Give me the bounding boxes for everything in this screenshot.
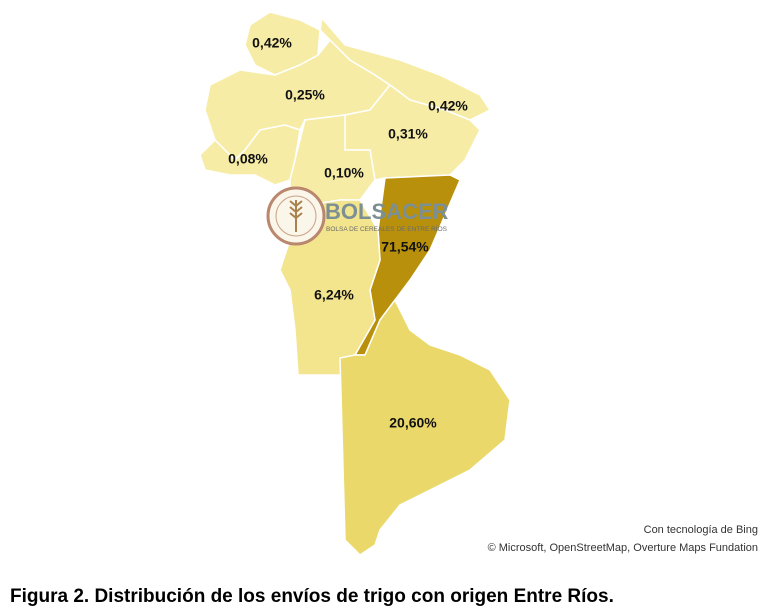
region-label: 0,10%: [324, 165, 364, 181]
region-label: 0,31%: [388, 126, 428, 142]
logo-subtitle: BOLSA DE CEREALES DE ENTRE RÍOS: [326, 224, 448, 233]
map: [199, 11, 511, 556]
region-label: 20,60%: [389, 415, 437, 431]
region-label: 0,42%: [252, 35, 292, 51]
region-label: 0,08%: [228, 151, 268, 167]
attribution: Con tecnología de Bing: [644, 524, 758, 536]
region-label: 71,54%: [381, 239, 429, 255]
region-label: 0,42%: [428, 98, 468, 114]
logo-name: BOLSACER: [325, 199, 449, 224]
region: [339, 298, 511, 556]
region: [199, 124, 301, 186]
logo: BOLSACER BOLSA DE CEREALES DE ENTRE RÍOS: [266, 186, 449, 246]
attribution: © Microsoft, OpenStreetMap, Overture Map…: [488, 542, 758, 554]
region-label: 6,24%: [314, 287, 354, 303]
region-labels: 0,42% 0,25% 0,42% 0,31% 0,08% 0,10% 71,5…: [228, 35, 468, 431]
caption: Figura 2. Distribución de los envíos de …: [10, 586, 614, 607]
logo-ring: [275, 195, 317, 237]
logo-wheat: [289, 200, 303, 232]
region-label: 0,25%: [285, 87, 325, 103]
